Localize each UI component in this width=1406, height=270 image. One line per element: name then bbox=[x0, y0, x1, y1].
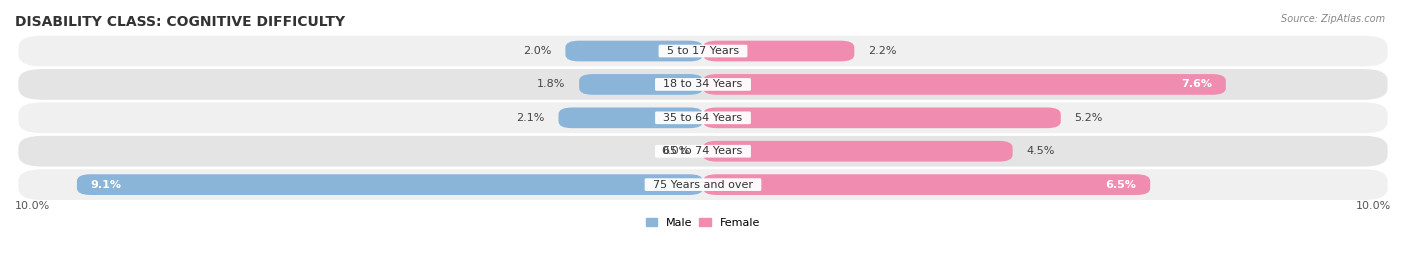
FancyBboxPatch shape bbox=[18, 36, 1388, 66]
Text: 10.0%: 10.0% bbox=[15, 201, 51, 211]
FancyBboxPatch shape bbox=[703, 174, 1150, 195]
Text: 9.1%: 9.1% bbox=[90, 180, 122, 190]
Text: 2.1%: 2.1% bbox=[516, 113, 544, 123]
Text: Source: ZipAtlas.com: Source: ZipAtlas.com bbox=[1281, 14, 1385, 23]
Text: 65 to 74 Years: 65 to 74 Years bbox=[657, 146, 749, 156]
Text: DISABILITY CLASS: COGNITIVE DIFFICULTY: DISABILITY CLASS: COGNITIVE DIFFICULTY bbox=[15, 15, 344, 29]
FancyBboxPatch shape bbox=[703, 141, 1012, 161]
FancyBboxPatch shape bbox=[558, 107, 703, 128]
Text: 35 to 64 Years: 35 to 64 Years bbox=[657, 113, 749, 123]
Text: 6.5%: 6.5% bbox=[1105, 180, 1136, 190]
FancyBboxPatch shape bbox=[703, 74, 1226, 95]
FancyBboxPatch shape bbox=[703, 107, 1060, 128]
Text: 75 Years and over: 75 Years and over bbox=[645, 180, 761, 190]
Text: 1.8%: 1.8% bbox=[537, 79, 565, 89]
Text: 7.6%: 7.6% bbox=[1181, 79, 1212, 89]
FancyBboxPatch shape bbox=[18, 169, 1388, 200]
Text: 2.2%: 2.2% bbox=[868, 46, 897, 56]
Text: 0.0%: 0.0% bbox=[661, 146, 689, 156]
Text: 4.5%: 4.5% bbox=[1026, 146, 1054, 156]
Text: 10.0%: 10.0% bbox=[1355, 201, 1391, 211]
FancyBboxPatch shape bbox=[18, 69, 1388, 100]
FancyBboxPatch shape bbox=[703, 41, 855, 61]
Text: 18 to 34 Years: 18 to 34 Years bbox=[657, 79, 749, 89]
Text: 2.0%: 2.0% bbox=[523, 46, 551, 56]
Legend: Male, Female: Male, Female bbox=[641, 214, 765, 232]
Text: 5 to 17 Years: 5 to 17 Years bbox=[659, 46, 747, 56]
FancyBboxPatch shape bbox=[77, 174, 703, 195]
Text: 5.2%: 5.2% bbox=[1074, 113, 1102, 123]
FancyBboxPatch shape bbox=[18, 136, 1388, 167]
FancyBboxPatch shape bbox=[565, 41, 703, 61]
FancyBboxPatch shape bbox=[579, 74, 703, 95]
FancyBboxPatch shape bbox=[18, 102, 1388, 133]
